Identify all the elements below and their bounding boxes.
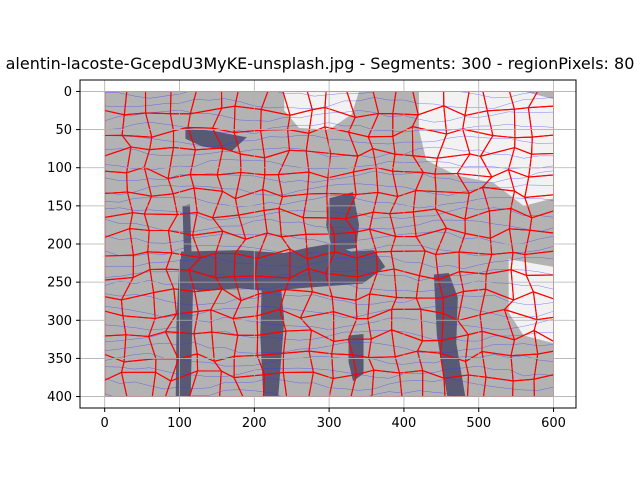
dark-region-2 [182,204,192,256]
x-tick-label: 500 [466,416,491,431]
y-tick-label: 100 [47,161,72,176]
light-region-1 [418,91,554,206]
segment-boundary [120,371,157,397]
x-tick-label: 600 [541,416,566,431]
segment-boundary [328,374,357,397]
dark-region-5 [433,272,466,397]
segment-boundary [164,370,199,397]
segment-boundary [282,371,314,397]
y-tick-label: 50 [55,123,72,138]
segment-boundary [528,152,554,178]
segment-boundary [524,194,554,219]
segment-boundary [422,370,446,397]
x-tick-label: 0 [101,416,109,431]
segment-boundary [524,229,554,256]
dark-region-1 [175,257,193,397]
segment-boundary [527,105,554,138]
dark-region-3 [180,244,386,292]
y-tick-label: 350 [47,352,72,367]
segment-boundary [371,369,403,397]
segment-boundary [531,134,554,155]
segment-boundary [532,291,554,321]
dark-region-0 [185,128,247,151]
segment-boundary [350,369,375,397]
segment-boundary [188,370,222,397]
dark-region-4 [326,192,360,252]
segment-boundary [527,91,554,109]
y-tick-label: 400 [47,390,72,405]
x-tick-label: 200 [242,416,267,431]
y-axis: 0 50 100 150 200 250 300 350 400 [47,85,80,405]
segment-boundary [512,378,535,397]
x-axis: 0 100 200 300 400 500 600 [101,408,566,431]
y-tick-label: 250 [47,276,72,291]
dark-region-6 [260,282,285,397]
x-tick-label: 300 [317,416,342,431]
segment-boundary [466,374,487,397]
segment-boundary [533,316,554,342]
grid-lines [80,80,576,408]
segment-boundary [533,374,554,397]
segment-boundary [443,374,470,397]
segment-boundary [533,350,554,380]
segment-boundary [262,371,288,397]
chart-title: alentin-lacoste-GcepdU3MyKE-unsplash.jpg… [6,54,635,73]
y-tick-label: 150 [47,199,72,214]
segment-boundary [219,370,244,397]
y-tick-label: 200 [47,238,72,253]
y-tick-label: 300 [47,314,72,329]
segment-boundary [308,371,334,397]
segment-boundary [151,371,172,397]
light-region-0 [284,91,360,130]
segment-boundary [525,274,554,300]
segment-boundary [533,329,554,355]
segment-boundary [524,250,554,276]
segment-boundary [529,210,554,234]
segment-boundary [524,174,554,198]
segment-boundary [398,370,424,397]
segment-boundary [482,376,514,397]
y-tick-label: 0 [64,85,72,100]
x-tick-label: 100 [167,416,192,431]
x-tick-label: 400 [392,416,417,431]
dark-region-7 [348,334,364,382]
